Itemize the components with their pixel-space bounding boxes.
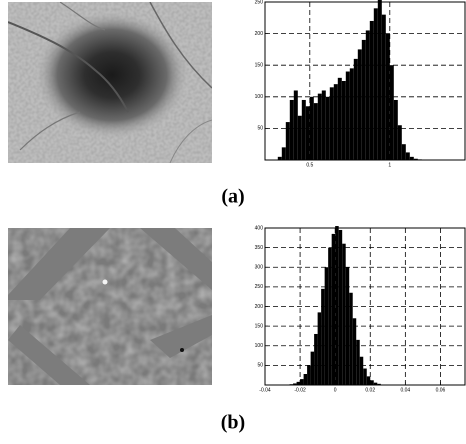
bar — [377, 0, 382, 161]
bar — [321, 90, 326, 160]
bar — [413, 158, 418, 160]
y-tick-label: 200 — [255, 31, 264, 37]
bar — [335, 226, 339, 385]
bar — [305, 106, 310, 160]
x-tick-label: 1 — [388, 162, 391, 168]
bar — [361, 39, 366, 160]
bar — [357, 49, 362, 160]
y-tick-label: 50 — [257, 363, 263, 369]
bar — [359, 356, 364, 385]
bar — [349, 68, 354, 160]
bar — [337, 77, 342, 160]
bar — [397, 125, 402, 160]
bar — [349, 292, 353, 385]
bar — [363, 368, 367, 385]
bar — [345, 71, 350, 160]
image-b — [8, 228, 212, 385]
axes-frame — [264, 1, 466, 161]
caption: (b) — [221, 412, 245, 434]
bar — [370, 380, 374, 385]
bar — [325, 96, 330, 160]
y-tick-label: 150 — [255, 63, 264, 69]
bar — [356, 339, 360, 385]
bar — [377, 383, 381, 385]
bar — [281, 147, 286, 160]
y-tick-label: 50 — [257, 126, 263, 132]
x-tick-label: 0.02 — [365, 387, 375, 393]
y-tick-label: 200 — [255, 304, 264, 310]
axes-frame — [264, 227, 466, 386]
bar — [329, 87, 334, 160]
bar — [317, 312, 322, 385]
bar — [324, 267, 329, 385]
image-a — [8, 2, 212, 163]
bar — [333, 84, 338, 160]
bar — [369, 20, 374, 161]
bar — [303, 374, 308, 385]
bar — [289, 99, 294, 160]
bar — [293, 383, 297, 385]
x-tick-label: 0.04 — [400, 387, 410, 393]
bar — [301, 99, 306, 160]
bar — [310, 351, 315, 385]
bar — [328, 247, 332, 385]
y-tick-label: 250 — [255, 284, 264, 290]
bar — [401, 144, 406, 160]
y-tick-label: 100 — [255, 343, 264, 349]
bar — [293, 90, 298, 160]
bar — [321, 288, 325, 385]
bar — [285, 122, 290, 160]
y-tick-label: 400 — [255, 225, 264, 231]
bar — [313, 103, 318, 160]
bar — [365, 30, 370, 160]
caption: (a) — [221, 186, 244, 208]
bar — [296, 381, 301, 385]
bar — [405, 152, 410, 160]
bar — [373, 382, 378, 385]
x-tick-label: -0.04 — [259, 387, 271, 393]
x-tick-label: 0.06 — [436, 387, 446, 393]
bar — [341, 81, 346, 160]
bar — [300, 379, 304, 385]
y-tick-label: 150 — [255, 323, 264, 329]
y-tick-label: 250 — [255, 0, 264, 5]
bar — [297, 115, 302, 160]
bar — [393, 99, 398, 160]
bar — [342, 243, 346, 385]
bar — [309, 96, 314, 160]
bar — [352, 318, 357, 385]
bar — [366, 376, 371, 385]
bar — [381, 14, 386, 161]
bar — [409, 156, 414, 160]
y-tick-label: 300 — [255, 265, 264, 271]
bar — [338, 229, 343, 385]
bar — [389, 65, 394, 160]
bar — [331, 233, 336, 385]
bar — [277, 156, 282, 160]
x-tick-label: -0.02 — [294, 387, 306, 393]
x-tick-label: 0 — [334, 387, 337, 393]
bar — [314, 333, 318, 385]
bar — [307, 365, 311, 385]
y-tick-label: 350 — [255, 245, 264, 251]
y-tick-label: 100 — [255, 94, 264, 100]
bar — [353, 58, 358, 160]
bar — [317, 93, 322, 160]
bar — [373, 8, 378, 160]
x-tick-label: 0.5 — [306, 162, 313, 168]
